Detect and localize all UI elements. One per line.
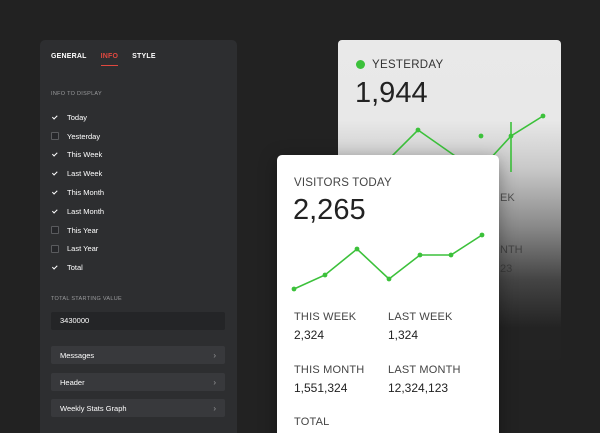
checkbox-total[interactable]: [51, 264, 59, 272]
yesterday-value: 1,944: [355, 77, 428, 109]
checkbox-this-year[interactable]: [51, 226, 59, 235]
ghost-week-label: EK: [500, 192, 515, 204]
ghost-month-label: NTH: [500, 244, 523, 256]
option-this-year[interactable]: This Year: [51, 221, 104, 240]
option-label: Last Month: [67, 206, 105, 216]
info-section-label: INFO TO DISPLAY: [51, 91, 102, 97]
starting-value-input[interactable]: 3430000: [51, 312, 225, 330]
tab-general[interactable]: GENERAL: [51, 53, 87, 60]
stat-this-week-label: THIS WEEK: [294, 311, 357, 323]
option-label: This Year: [67, 225, 99, 235]
yesterday-label: YESTERDAY: [372, 59, 444, 71]
option-label: This Month: [67, 188, 105, 198]
stat-this-week-value: 2,324: [294, 328, 325, 342]
option-today[interactable]: Today: [51, 108, 104, 127]
option-yesterday[interactable]: Yesterday: [51, 127, 104, 146]
info-options-list: Today Yesterday This Week Last Week This…: [51, 108, 104, 277]
option-label: Yesterday: [67, 131, 101, 141]
option-label: This Week: [67, 150, 103, 160]
tab-style[interactable]: STYLE: [132, 53, 156, 60]
checkbox-this-month[interactable]: [51, 189, 59, 197]
accordion-weekly-stats-graph[interactable]: Weekly Stats Graph ›: [51, 399, 225, 417]
option-total[interactable]: Total: [51, 258, 104, 277]
starting-value-label: TOTAL STARTING VALUE: [51, 296, 122, 302]
stat-last-month-value: 12,324,123: [388, 381, 449, 395]
visitors-today-label: VISITORS TODAY: [294, 177, 392, 189]
accordion-label: Weekly Stats Graph: [60, 403, 127, 413]
option-this-month[interactable]: This Month: [51, 183, 104, 202]
chevron-right-icon: ›: [213, 403, 216, 413]
option-label: Last Week: [67, 169, 103, 179]
option-last-month[interactable]: Last Month: [51, 202, 104, 221]
chevron-right-icon: ›: [213, 377, 216, 387]
chevron-right-icon: ›: [213, 350, 216, 360]
stat-last-month-label: LAST MONTH: [388, 364, 461, 376]
checkbox-last-week[interactable]: [51, 170, 59, 178]
accordion-messages[interactable]: Messages ›: [51, 346, 225, 364]
option-label: Total: [67, 263, 83, 273]
option-this-week[interactable]: This Week: [51, 146, 104, 165]
tab-info[interactable]: INFO: [100, 53, 119, 66]
accordion-label: Messages: [60, 350, 95, 360]
option-last-year[interactable]: Last Year: [51, 240, 104, 259]
visitors-today-card: VISITORS TODAY 2,265 THIS WEEK 2,324 LAS…: [277, 155, 499, 433]
checkbox-today[interactable]: [51, 113, 59, 121]
visitors-today-value: 2,265: [293, 194, 366, 226]
stat-this-month-value: 1,551,324: [294, 381, 348, 395]
stat-last-week-value: 1,324: [388, 328, 419, 342]
checkbox-yesterday[interactable]: [51, 132, 59, 141]
option-last-week[interactable]: Last Week: [51, 164, 104, 183]
settings-tabs: GENERAL INFO STYLE: [51, 53, 156, 66]
checkbox-last-year[interactable]: [51, 244, 59, 253]
option-label: Today: [67, 112, 88, 122]
checkbox-last-month[interactable]: [51, 207, 59, 215]
settings-panel: GENERAL INFO STYLE INFO TO DISPLAY Today…: [40, 40, 237, 433]
ghost-month-value: 23: [500, 263, 513, 275]
accordion-label: Header: [60, 377, 85, 387]
stat-last-week-label: LAST WEEK: [388, 311, 453, 323]
checkbox-this-week[interactable]: [51, 151, 59, 159]
option-label: Last Year: [67, 244, 99, 254]
accordion-header[interactable]: Header ›: [51, 373, 225, 391]
status-dot-icon: [356, 60, 365, 69]
stat-this-month-label: THIS MONTH: [294, 364, 365, 376]
visitors-sparkline: [291, 232, 485, 292]
stat-total-label: TOTAL: [294, 416, 330, 428]
